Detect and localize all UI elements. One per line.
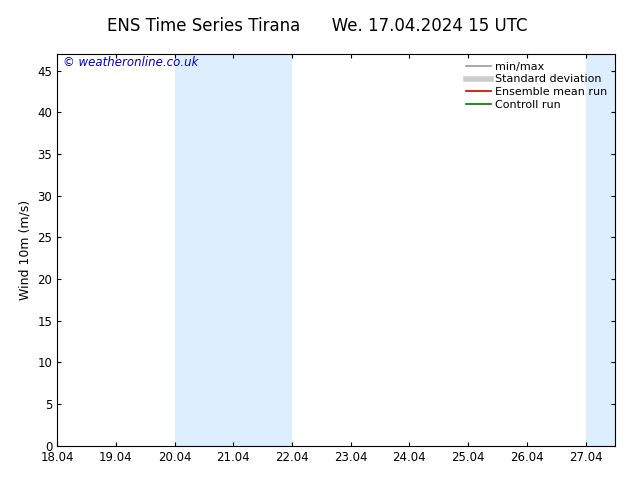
Text: © weatheronline.co.uk: © weatheronline.co.uk: [63, 56, 198, 69]
Y-axis label: Wind 10m (m/s): Wind 10m (m/s): [19, 200, 32, 300]
Legend: min/max, Standard deviation, Ensemble mean run, Controll run: min/max, Standard deviation, Ensemble me…: [464, 59, 609, 112]
Bar: [174, 54, 292, 446]
Text: ENS Time Series Tirana      We. 17.04.2024 15 UTC: ENS Time Series Tirana We. 17.04.2024 15…: [107, 17, 527, 35]
Bar: [586, 54, 615, 446]
